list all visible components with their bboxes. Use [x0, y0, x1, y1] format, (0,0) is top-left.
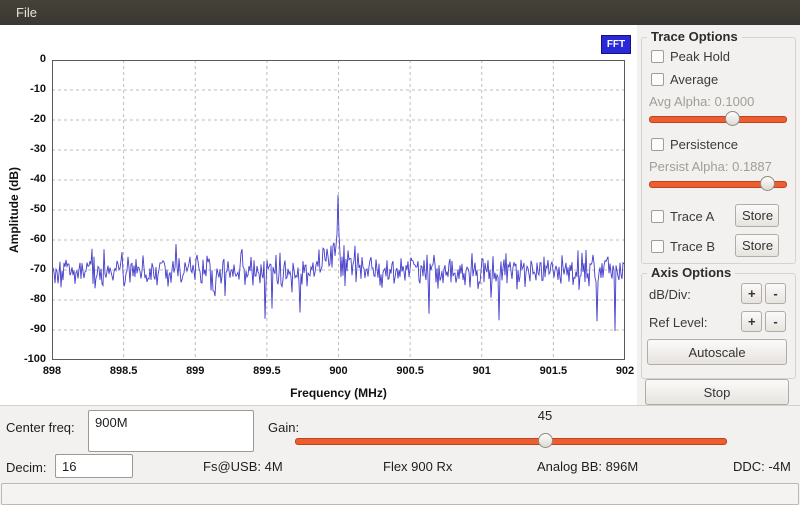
- x-tick-label: 898.5: [109, 365, 138, 377]
- center-freq-label: Center freq:: [6, 420, 75, 435]
- x-tick-label: 901.5: [539, 365, 568, 377]
- y-tick-label: 0: [39, 53, 46, 65]
- store-trace-b-button[interactable]: Store: [735, 234, 779, 257]
- status-bar: [1, 483, 799, 505]
- x-tick-label: 899.5: [253, 365, 281, 377]
- analog-bb-label: Analog BB: 896M: [537, 459, 639, 474]
- fft-plot: [52, 60, 625, 360]
- y-tick-label: -40: [30, 173, 46, 185]
- y-tick-label: -50: [30, 203, 46, 215]
- trace-b-checkbox[interactable]: [651, 240, 664, 253]
- avg-alpha-label: Avg Alpha: 0.1000: [649, 94, 755, 109]
- trace-b-label: Trace B: [670, 239, 716, 254]
- trace-options-group: Trace Options: [641, 29, 796, 264]
- y-tick-label: -10: [30, 83, 46, 95]
- y-tick-label: -60: [30, 233, 46, 245]
- x-tick-label: 900.5: [396, 365, 424, 377]
- ref-level-decrease-button[interactable]: -: [765, 311, 786, 332]
- gain-value: 45: [537, 408, 553, 423]
- axis-options-title: Axis Options: [647, 265, 736, 280]
- plot-panel: Amplitude (dB) Frequency (MHz) FFT 0 -10-…: [0, 25, 637, 405]
- persistence-checkbox[interactable]: [651, 138, 664, 151]
- decim-input[interactable]: [55, 454, 133, 478]
- file-menu[interactable]: File: [16, 5, 37, 20]
- db-div-label: dB/Div:: [649, 287, 691, 302]
- titlebar: File: [0, 0, 800, 26]
- avg-alpha-slider[interactable]: [649, 111, 787, 127]
- slider-track: [649, 116, 787, 123]
- persistence-label: Persistence: [670, 137, 738, 152]
- average-checkbox[interactable]: [651, 73, 664, 86]
- side-panel: Trace Options Peak Hold Average Avg Alph…: [637, 25, 800, 405]
- trace-a-label: Trace A: [670, 209, 715, 224]
- persist-alpha-label: Persist Alpha: 0.1887: [649, 159, 772, 174]
- center-freq-input[interactable]: 900M: [88, 410, 254, 452]
- x-tick-label: 902: [615, 365, 635, 377]
- y-tick-label: -30: [30, 143, 46, 155]
- y-tick-label: -100: [23, 353, 46, 365]
- slider-handle[interactable]: [759, 176, 775, 191]
- y-tick-label: -90: [30, 323, 46, 335]
- y-tick-label: -70: [30, 263, 46, 275]
- slider-handle[interactable]: [537, 433, 553, 448]
- trace-options-title: Trace Options: [647, 29, 742, 44]
- fft-badge: FFT: [601, 35, 631, 54]
- db-div-decrease-button[interactable]: -: [765, 283, 786, 304]
- x-tick-label: 901: [472, 365, 491, 377]
- ref-level-increase-button[interactable]: +: [741, 311, 762, 332]
- gain-label: Gain:: [268, 420, 300, 435]
- slider-track: [295, 438, 727, 445]
- decim-label: Decim:: [6, 460, 47, 475]
- db-div-increase-button[interactable]: +: [741, 283, 762, 304]
- y-tick-label: -20: [30, 113, 46, 125]
- ddc-label: DDC: -4M: [733, 459, 791, 474]
- gain-slider[interactable]: [295, 432, 727, 450]
- persist-alpha-slider[interactable]: [649, 176, 787, 192]
- bottom-panel: Center freq: 900M Gain: 45 Decim: Fs@USB…: [0, 405, 800, 484]
- peak-hold-checkbox[interactable]: [651, 50, 664, 63]
- fs-usb-label: Fs@USB: 4M: [203, 459, 283, 474]
- stop-button[interactable]: Stop: [645, 379, 789, 405]
- trace-a-checkbox[interactable]: [651, 210, 664, 223]
- autoscale-button[interactable]: Autoscale: [647, 339, 787, 365]
- x-tick-label: 900: [329, 365, 348, 377]
- slider-handle[interactable]: [725, 111, 741, 126]
- ref-level-label: Ref Level:: [649, 315, 708, 330]
- y-tick-label: -80: [30, 293, 46, 305]
- x-tick-label: 898: [42, 365, 62, 377]
- frequency-axis-label: Frequency (MHz): [290, 386, 387, 400]
- x-tick-label: 899: [186, 365, 205, 377]
- daughterboard-label: Flex 900 Rx: [383, 459, 453, 474]
- axis-options-group: Axis Options: [641, 265, 796, 379]
- peak-hold-label: Peak Hold: [670, 49, 730, 64]
- slider-track: [649, 181, 787, 188]
- store-trace-a-button[interactable]: Store: [735, 204, 779, 227]
- average-label: Average: [670, 72, 719, 87]
